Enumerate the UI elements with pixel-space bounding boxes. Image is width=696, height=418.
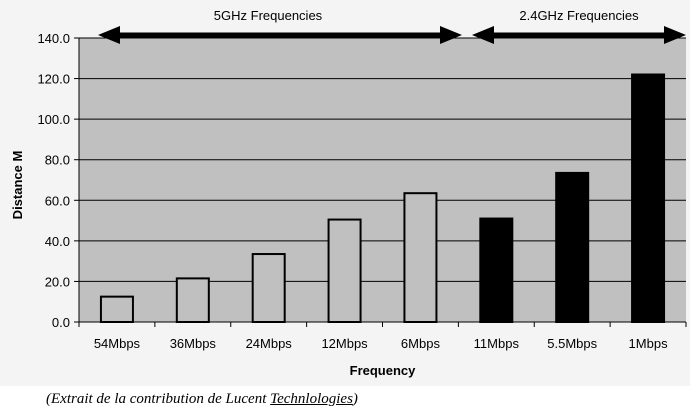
- bar-1Mbps: [631, 73, 666, 323]
- caption-suffix: ): [352, 391, 358, 407]
- source-caption: (Extrait de la contribution de Lucent Te…: [46, 391, 358, 408]
- caption-underlined: Technlologies: [270, 391, 353, 407]
- bar-chart-svg: 0.0 20.0 40.0 60.0 80.0 100.0 120.0 140.0 54Mbps…: [10, 8, 687, 378]
- y-tick-label: 40.0: [45, 234, 70, 249]
- x-tick-label: 36Mbps: [170, 336, 217, 351]
- x-axis-title: Frequency: [350, 363, 417, 378]
- chart: 0.0 20.0 40.0 60.0 80.0 100.0 120.0 140.0 54Mbps…: [0, 0, 690, 386]
- annotation-label: 5GHz Frequencies: [214, 8, 323, 23]
- y-tick-label: 0.0: [52, 315, 70, 330]
- x-tick-label: 12Mbps: [321, 336, 368, 351]
- annotation-arrow-head-left: [472, 26, 494, 44]
- bar-5.5Mbps: [555, 171, 590, 323]
- y-tick-label: 100.0: [37, 112, 70, 127]
- caption-prefix: (Extrait de la contribution de Lucent: [46, 391, 271, 407]
- y-tick-label: 80.0: [45, 153, 70, 168]
- y-tick-label: 20.0: [45, 274, 70, 289]
- annotation-arrow-head-right: [664, 26, 686, 44]
- plot-area: [79, 38, 686, 322]
- bar-54Mbps: [99, 295, 134, 323]
- x-tick-label: 11Mbps: [474, 336, 520, 351]
- y-tick-label: 140.0: [37, 31, 70, 46]
- y-tick-label: 60.0: [45, 193, 70, 208]
- bar-6Mbps: [403, 192, 438, 323]
- bar-24Mbps: [251, 253, 286, 324]
- annotation-label: 2.4GHz Frequencies: [519, 8, 639, 23]
- x-tick-label: 24Mbps: [246, 336, 293, 351]
- x-tick-label: 6Mbps: [401, 336, 441, 351]
- bar-12Mbps: [327, 218, 362, 323]
- x-tick-label: 1Mbps: [629, 336, 669, 351]
- y-tick-label: 120.0: [37, 72, 70, 87]
- bar-36Mbps: [175, 277, 210, 323]
- annotation-arrow-head-right: [440, 26, 462, 44]
- bar-11Mbps: [479, 217, 514, 324]
- x-tick-label: 54Mbps: [94, 336, 141, 351]
- y-axis-title: Distance M: [10, 151, 25, 220]
- annotation-arrow-head-left: [98, 26, 120, 44]
- x-tick-label: 5.5Mbps: [547, 336, 597, 351]
